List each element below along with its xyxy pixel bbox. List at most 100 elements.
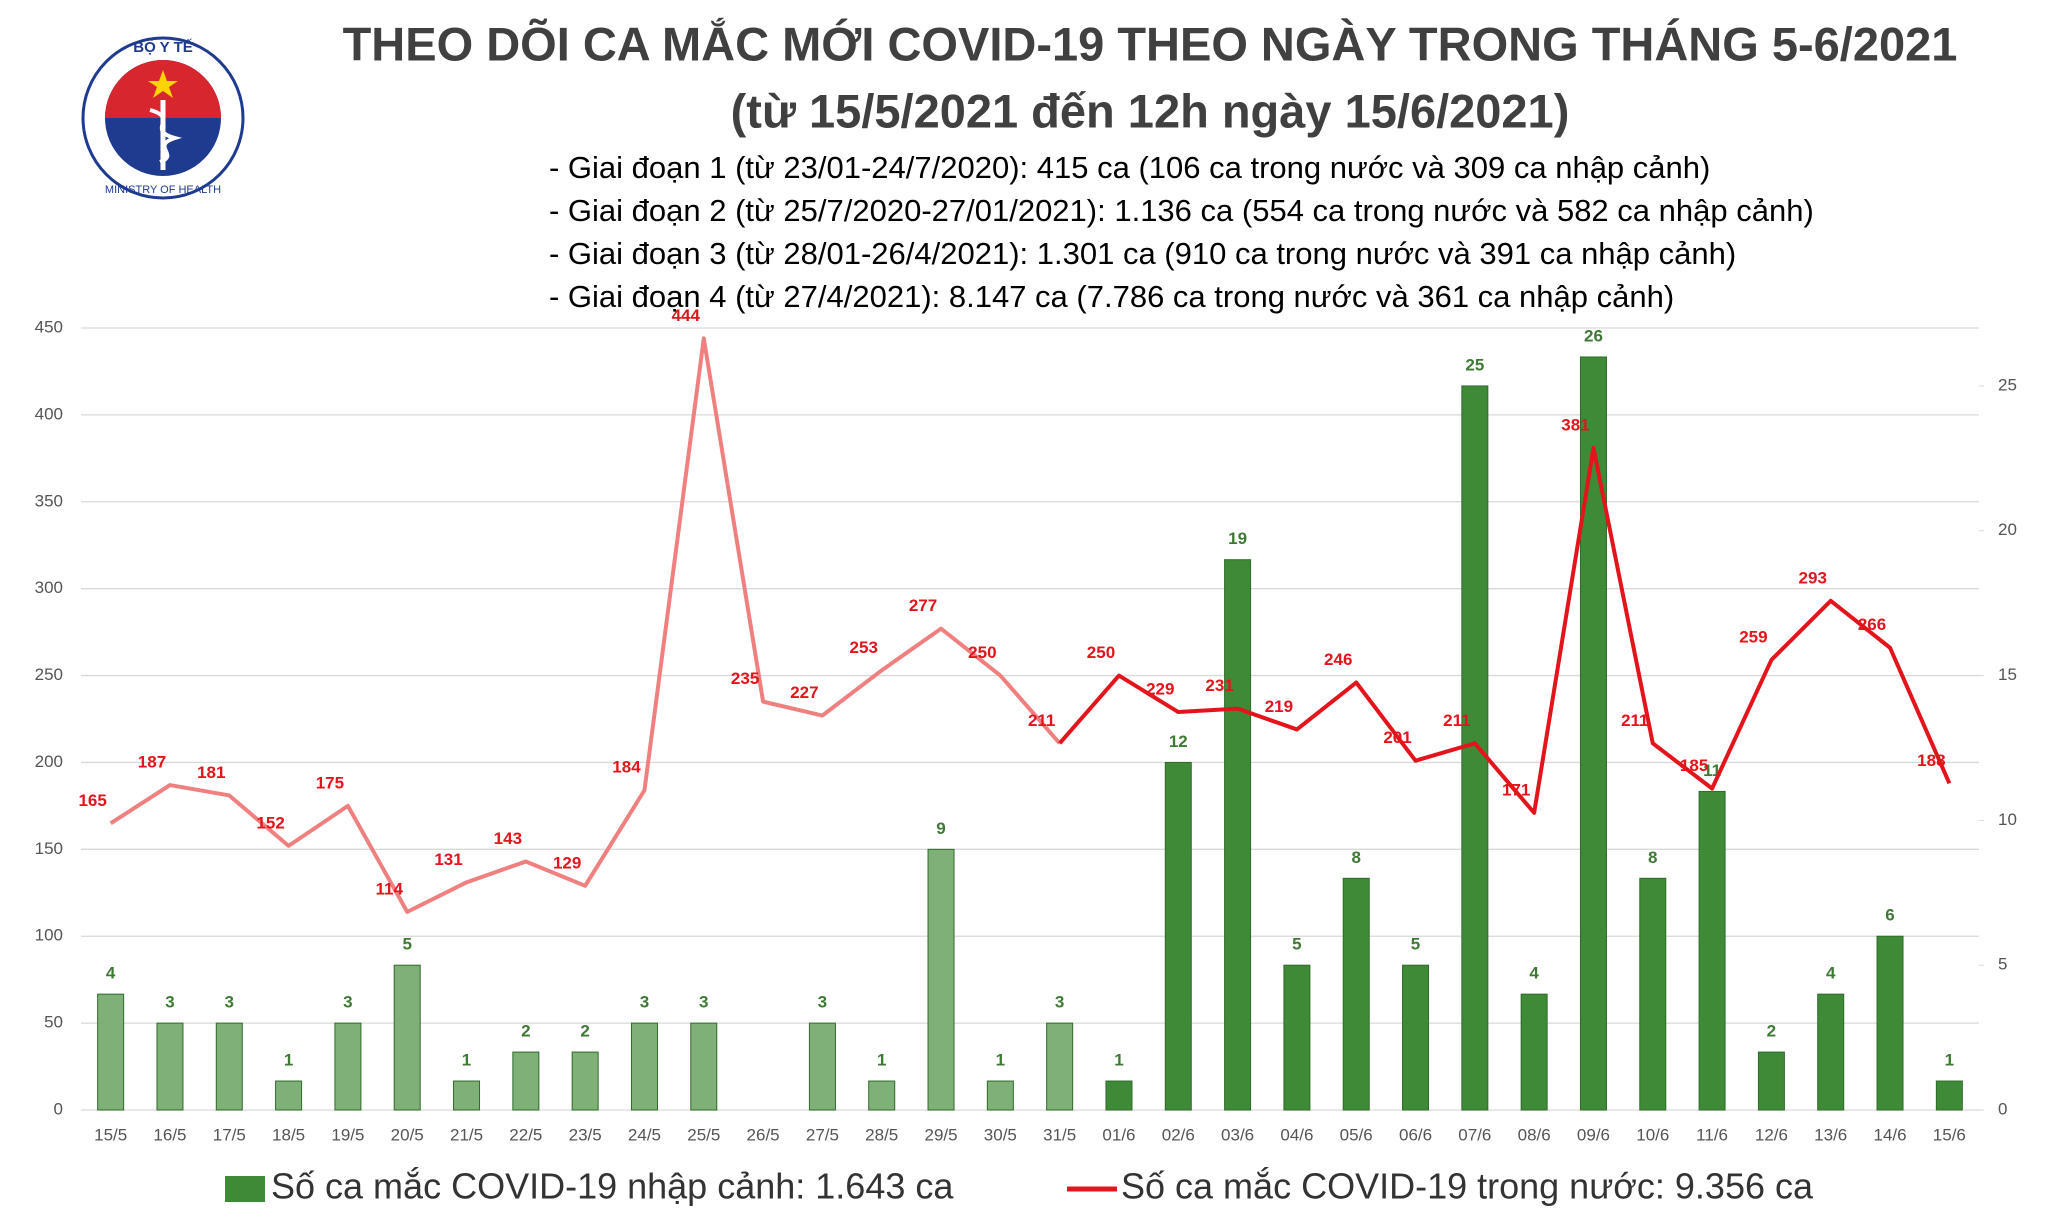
bar-value-label: 1	[996, 1051, 1005, 1070]
x-tick-label: 01/6	[1102, 1125, 1135, 1144]
bar-value-label: 1	[284, 1051, 293, 1070]
chart-subtitle: (từ 15/5/2021 đến 12h ngày 15/6/2021)	[731, 84, 1570, 137]
bar	[1520, 993, 1548, 1111]
y2-tick-label: 20	[1998, 520, 2017, 539]
x-tick-label: 05/6	[1340, 1125, 1373, 1144]
bar-value-label: 2	[580, 1022, 589, 1041]
bar-value-label: 5	[402, 935, 411, 954]
y-tick-label: 50	[44, 1013, 63, 1032]
line-value-label: 211	[1443, 711, 1470, 730]
line-value-label: 277	[909, 596, 937, 615]
bar	[97, 993, 125, 1111]
y2-tick-label: 0	[1998, 1099, 2007, 1118]
x-tick-label: 12/6	[1755, 1125, 1788, 1144]
x-tick-label: 29/5	[924, 1125, 957, 1144]
line-value-label: 211	[1621, 711, 1648, 730]
bar	[275, 1080, 303, 1111]
x-tick-label: 11/6	[1696, 1125, 1728, 1144]
x-tick-label: 19/5	[331, 1125, 364, 1144]
bar-value-label: 8	[1648, 848, 1657, 867]
bar	[453, 1080, 481, 1111]
x-tick-label: 07/6	[1458, 1125, 1491, 1144]
y-tick-label: 450	[35, 317, 63, 336]
x-tick-label: 17/5	[213, 1125, 246, 1144]
logo-bottom-text: MINISTRY OF HEALTH	[105, 184, 221, 196]
bar	[571, 1051, 599, 1111]
line-value-label: 253	[850, 638, 878, 657]
bar-value-label: 5	[1411, 935, 1420, 954]
logo-star	[148, 70, 178, 98]
bar	[1342, 877, 1370, 1111]
bar-value-label: 3	[640, 993, 649, 1012]
line-value-label: 235	[731, 669, 759, 688]
bar	[1046, 1022, 1074, 1111]
y-tick-label: 0	[54, 1099, 63, 1118]
bar-value-label: 5	[1292, 935, 1301, 954]
bar	[1461, 385, 1489, 1111]
line-value-label: 129	[553, 853, 581, 872]
annotation: - Giai đoạn 2 (từ 25/7/2020-27/01/2021):…	[549, 193, 1814, 228]
line-value-label: 175	[316, 773, 344, 792]
line-value-label: 246	[1324, 650, 1352, 669]
x-tick-label: 30/5	[984, 1125, 1017, 1144]
bar	[1876, 935, 1904, 1111]
bar	[1817, 993, 1845, 1111]
x-tick-label: 02/6	[1162, 1125, 1195, 1144]
bar-value-label: 4	[1826, 964, 1836, 983]
bar-value-label: 6	[1885, 906, 1894, 925]
bar	[986, 1080, 1014, 1111]
y-tick-label: 400	[35, 404, 63, 423]
y2-tick-label: 10	[1998, 810, 2017, 829]
bar-value-label: 3	[1055, 993, 1064, 1012]
bar	[1402, 964, 1430, 1111]
legend-swatch	[225, 1176, 265, 1202]
x-tick-label: 24/5	[628, 1125, 661, 1144]
bar	[808, 1022, 836, 1111]
line-value-label: 227	[790, 683, 818, 702]
bar	[1224, 559, 1252, 1111]
y-tick-label: 200	[35, 752, 63, 771]
line-value-label: 152	[256, 813, 284, 832]
x-tick-label: 31/5	[1043, 1125, 1076, 1144]
bar	[1935, 1080, 1963, 1111]
bar	[1164, 761, 1192, 1111]
x-tick-label: 25/5	[687, 1125, 720, 1144]
bar-value-label: 8	[1351, 848, 1360, 867]
bar-value-label: 1	[1945, 1051, 1954, 1070]
line-value-label: 171	[1502, 780, 1530, 799]
line-value-label: 250	[968, 643, 996, 662]
bar-value-label: 3	[225, 993, 234, 1012]
bar-value-label: 4	[106, 964, 116, 983]
line-value-label: 229	[1146, 680, 1174, 699]
bar-value-label: 4	[1529, 964, 1539, 983]
x-tick-label: 20/5	[391, 1125, 424, 1144]
line-value-label: 211	[1028, 711, 1055, 730]
legend-label: Số ca mắc COVID-19 trong nước: 9.356 ca	[1121, 1166, 1814, 1207]
bar	[393, 964, 421, 1111]
y2-tick-label: 25	[1998, 375, 2017, 394]
bar	[1105, 1080, 1133, 1111]
line-value-label: 250	[1087, 643, 1115, 662]
line-value-label: 114	[376, 879, 404, 898]
bar	[215, 1022, 243, 1111]
x-tick-label: 09/6	[1577, 1125, 1610, 1144]
line-value-label: 259	[1739, 627, 1767, 646]
x-tick-label: 16/5	[153, 1125, 186, 1144]
bar	[1283, 964, 1311, 1111]
y-tick-label: 300	[35, 578, 63, 597]
bar-value-label: 12	[1169, 732, 1188, 751]
line-value-label: 143	[494, 829, 522, 848]
x-tick-label: 28/5	[865, 1125, 898, 1144]
line-value-label: 185	[1680, 756, 1708, 775]
line-value-label: 266	[1858, 615, 1886, 634]
line-value-label: 188	[1917, 751, 1945, 770]
line-value-label: 231	[1205, 676, 1233, 695]
bar	[1579, 356, 1607, 1111]
annotation: - Giai đoạn 3 (từ 28/01-26/4/2021): 1.30…	[549, 236, 1736, 271]
x-tick-label: 14/6	[1873, 1125, 1906, 1144]
x-tick-label: 08/6	[1518, 1125, 1551, 1144]
x-tick-label: 03/6	[1221, 1125, 1254, 1144]
line-value-label: 184	[612, 758, 641, 777]
